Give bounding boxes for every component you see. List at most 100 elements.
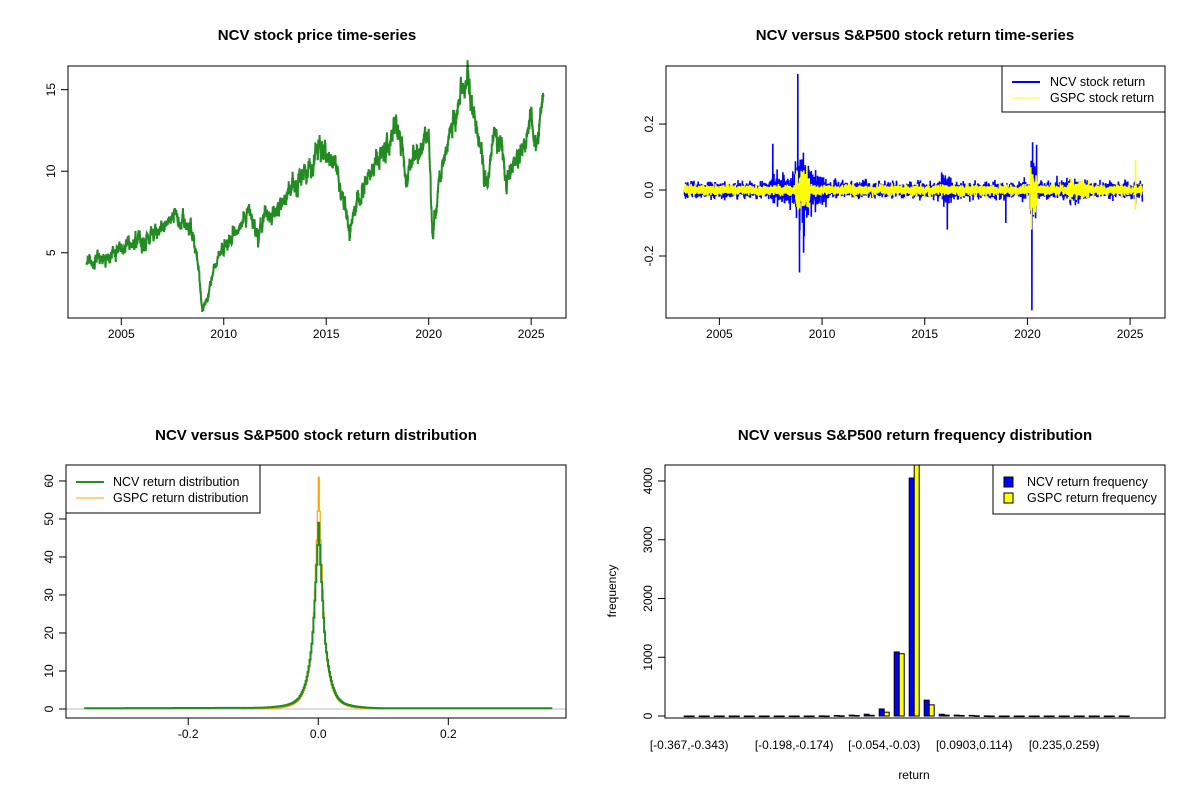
bar-ncv — [878, 708, 885, 717]
bar-gspc — [868, 714, 875, 717]
bar-gspc — [1078, 715, 1085, 718]
y-tick-label: 2000 — [641, 585, 655, 612]
bar-ncv — [698, 715, 705, 718]
x-tick-label: 2010 — [809, 327, 836, 341]
bar-gspc — [1108, 715, 1115, 718]
bar-gspc — [808, 715, 815, 718]
bar-gspc — [763, 715, 770, 718]
x-tick-label: 2025 — [518, 327, 545, 341]
bar-gspc — [688, 715, 695, 718]
legend-label: GSPC stock return — [1050, 91, 1154, 105]
chart-title: NCV versus S&P500 stock return time-seri… — [756, 27, 1074, 44]
bar-ncv — [1073, 715, 1080, 718]
y-tick-label: 30 — [42, 588, 56, 602]
return-line-gspc — [683, 160, 1144, 230]
x-tick-label: 2015 — [911, 327, 938, 341]
x-tick-label: 2010 — [210, 327, 237, 341]
bar-ncv — [938, 713, 945, 717]
panel-returns: NCV versus S&P500 stock return time-seri… — [756, 27, 1074, 44]
y-tick-label: 0.0 — [642, 181, 656, 198]
bar-ncv — [923, 699, 930, 717]
bar-gspc — [898, 653, 905, 717]
bar-gspc — [913, 465, 920, 717]
bar-gspc — [853, 715, 860, 717]
x-axis-label: return — [898, 768, 929, 782]
y-tick-label: 20 — [42, 626, 56, 640]
y-tick-label: 0.2 — [642, 115, 656, 132]
bars — [683, 465, 1130, 718]
bar-gspc — [733, 715, 740, 718]
bar-gspc — [1063, 715, 1070, 718]
x-tick-label: [0.0903,0.114) — [936, 738, 1013, 752]
bar-gspc — [1033, 715, 1040, 718]
y-tick-label: 50 — [42, 512, 56, 526]
legend-label: GSPC return frequency — [1027, 491, 1158, 505]
legend-label: NCV return frequency — [1027, 475, 1149, 489]
panel-price: NCV stock price time-series — [218, 27, 416, 44]
x-tick-label: [-0.367,-0.343) — [650, 738, 729, 752]
bar-gspc — [928, 704, 935, 717]
legend-label: NCV stock return — [1050, 75, 1145, 89]
chart-title: NCV stock price time-series — [218, 27, 416, 44]
bar-ncv — [743, 715, 750, 718]
y-tick-label: 5 — [44, 249, 58, 256]
y-axis-label: frequency — [605, 565, 619, 618]
x-tick-label: 0.2 — [440, 727, 457, 741]
bar-ncv — [803, 715, 810, 718]
density-line-ncv — [84, 521, 553, 710]
bar-ncv — [848, 714, 855, 717]
y-tick-label: 4000 — [641, 467, 655, 494]
bar-gspc — [703, 715, 710, 718]
bar-gspc — [718, 715, 725, 718]
bar-ncv — [863, 713, 870, 717]
bar-gspc — [1048, 715, 1055, 718]
bar-gspc — [973, 715, 980, 717]
legend-swatch — [1003, 492, 1014, 504]
bar-ncv — [1028, 715, 1035, 718]
chart-title: NCV versus S&P500 return frequency distr… — [738, 427, 1092, 444]
legend: NCV stock return GSPC stock return — [1001, 65, 1166, 113]
x-tick-label: -0.2 — [178, 727, 199, 741]
bar-ncv — [1043, 715, 1050, 718]
panel-histogram: NCV versus S&P500 return frequency distr… — [605, 427, 1092, 782]
legend-label: GSPC return distribution — [113, 491, 249, 505]
bar-ncv — [1058, 715, 1065, 718]
bar-gspc — [1018, 715, 1025, 718]
bar-gspc — [1093, 715, 1100, 718]
bar-ncv — [758, 715, 765, 718]
bar-gspc — [943, 714, 950, 717]
y-tick-label: 0 — [42, 705, 56, 712]
bar-ncv — [773, 715, 780, 718]
x-tick-label: [-0.198,-0.174) — [755, 738, 834, 752]
y-tick-label: 10 — [44, 164, 58, 178]
bar-gspc — [778, 715, 785, 718]
bar-ncv — [788, 715, 795, 718]
bar-gspc — [748, 715, 755, 718]
bar-gspc — [1123, 715, 1130, 718]
bar-ncv — [833, 715, 840, 717]
bar-ncv — [953, 714, 960, 717]
y-tick-label: 10 — [42, 664, 56, 678]
bar-gspc — [988, 715, 995, 718]
bar-ncv — [1118, 715, 1125, 718]
bar-gspc — [883, 711, 890, 717]
x-tick-label: 0.0 — [310, 727, 327, 741]
y-tick-label: 40 — [42, 550, 56, 564]
x-tick-label: 2015 — [313, 327, 340, 341]
bar-gspc — [823, 715, 830, 718]
bar-ncv — [1013, 715, 1020, 718]
y-tick-label: -0.2 — [642, 245, 656, 266]
bar-ncv — [893, 651, 900, 717]
price-line — [85, 60, 545, 312]
bar-gspc — [958, 715, 965, 717]
y-tick-label: 0 — [641, 712, 655, 719]
legend-box — [65, 464, 261, 514]
x-tick-label: 2005 — [108, 327, 135, 341]
x-tick-label: [-0.054,-0.03) — [848, 738, 920, 752]
y-tick-label: 3000 — [641, 526, 655, 553]
x-tick-label: [0.235,0.259) — [1029, 738, 1100, 752]
panel-density: NCV versus S&P500 stock return distribut… — [155, 427, 477, 444]
x-tick-label: 2025 — [1117, 327, 1144, 341]
chart-title: NCV versus S&P500 stock return distribut… — [155, 427, 477, 444]
y-tick-label: 1000 — [641, 644, 655, 671]
